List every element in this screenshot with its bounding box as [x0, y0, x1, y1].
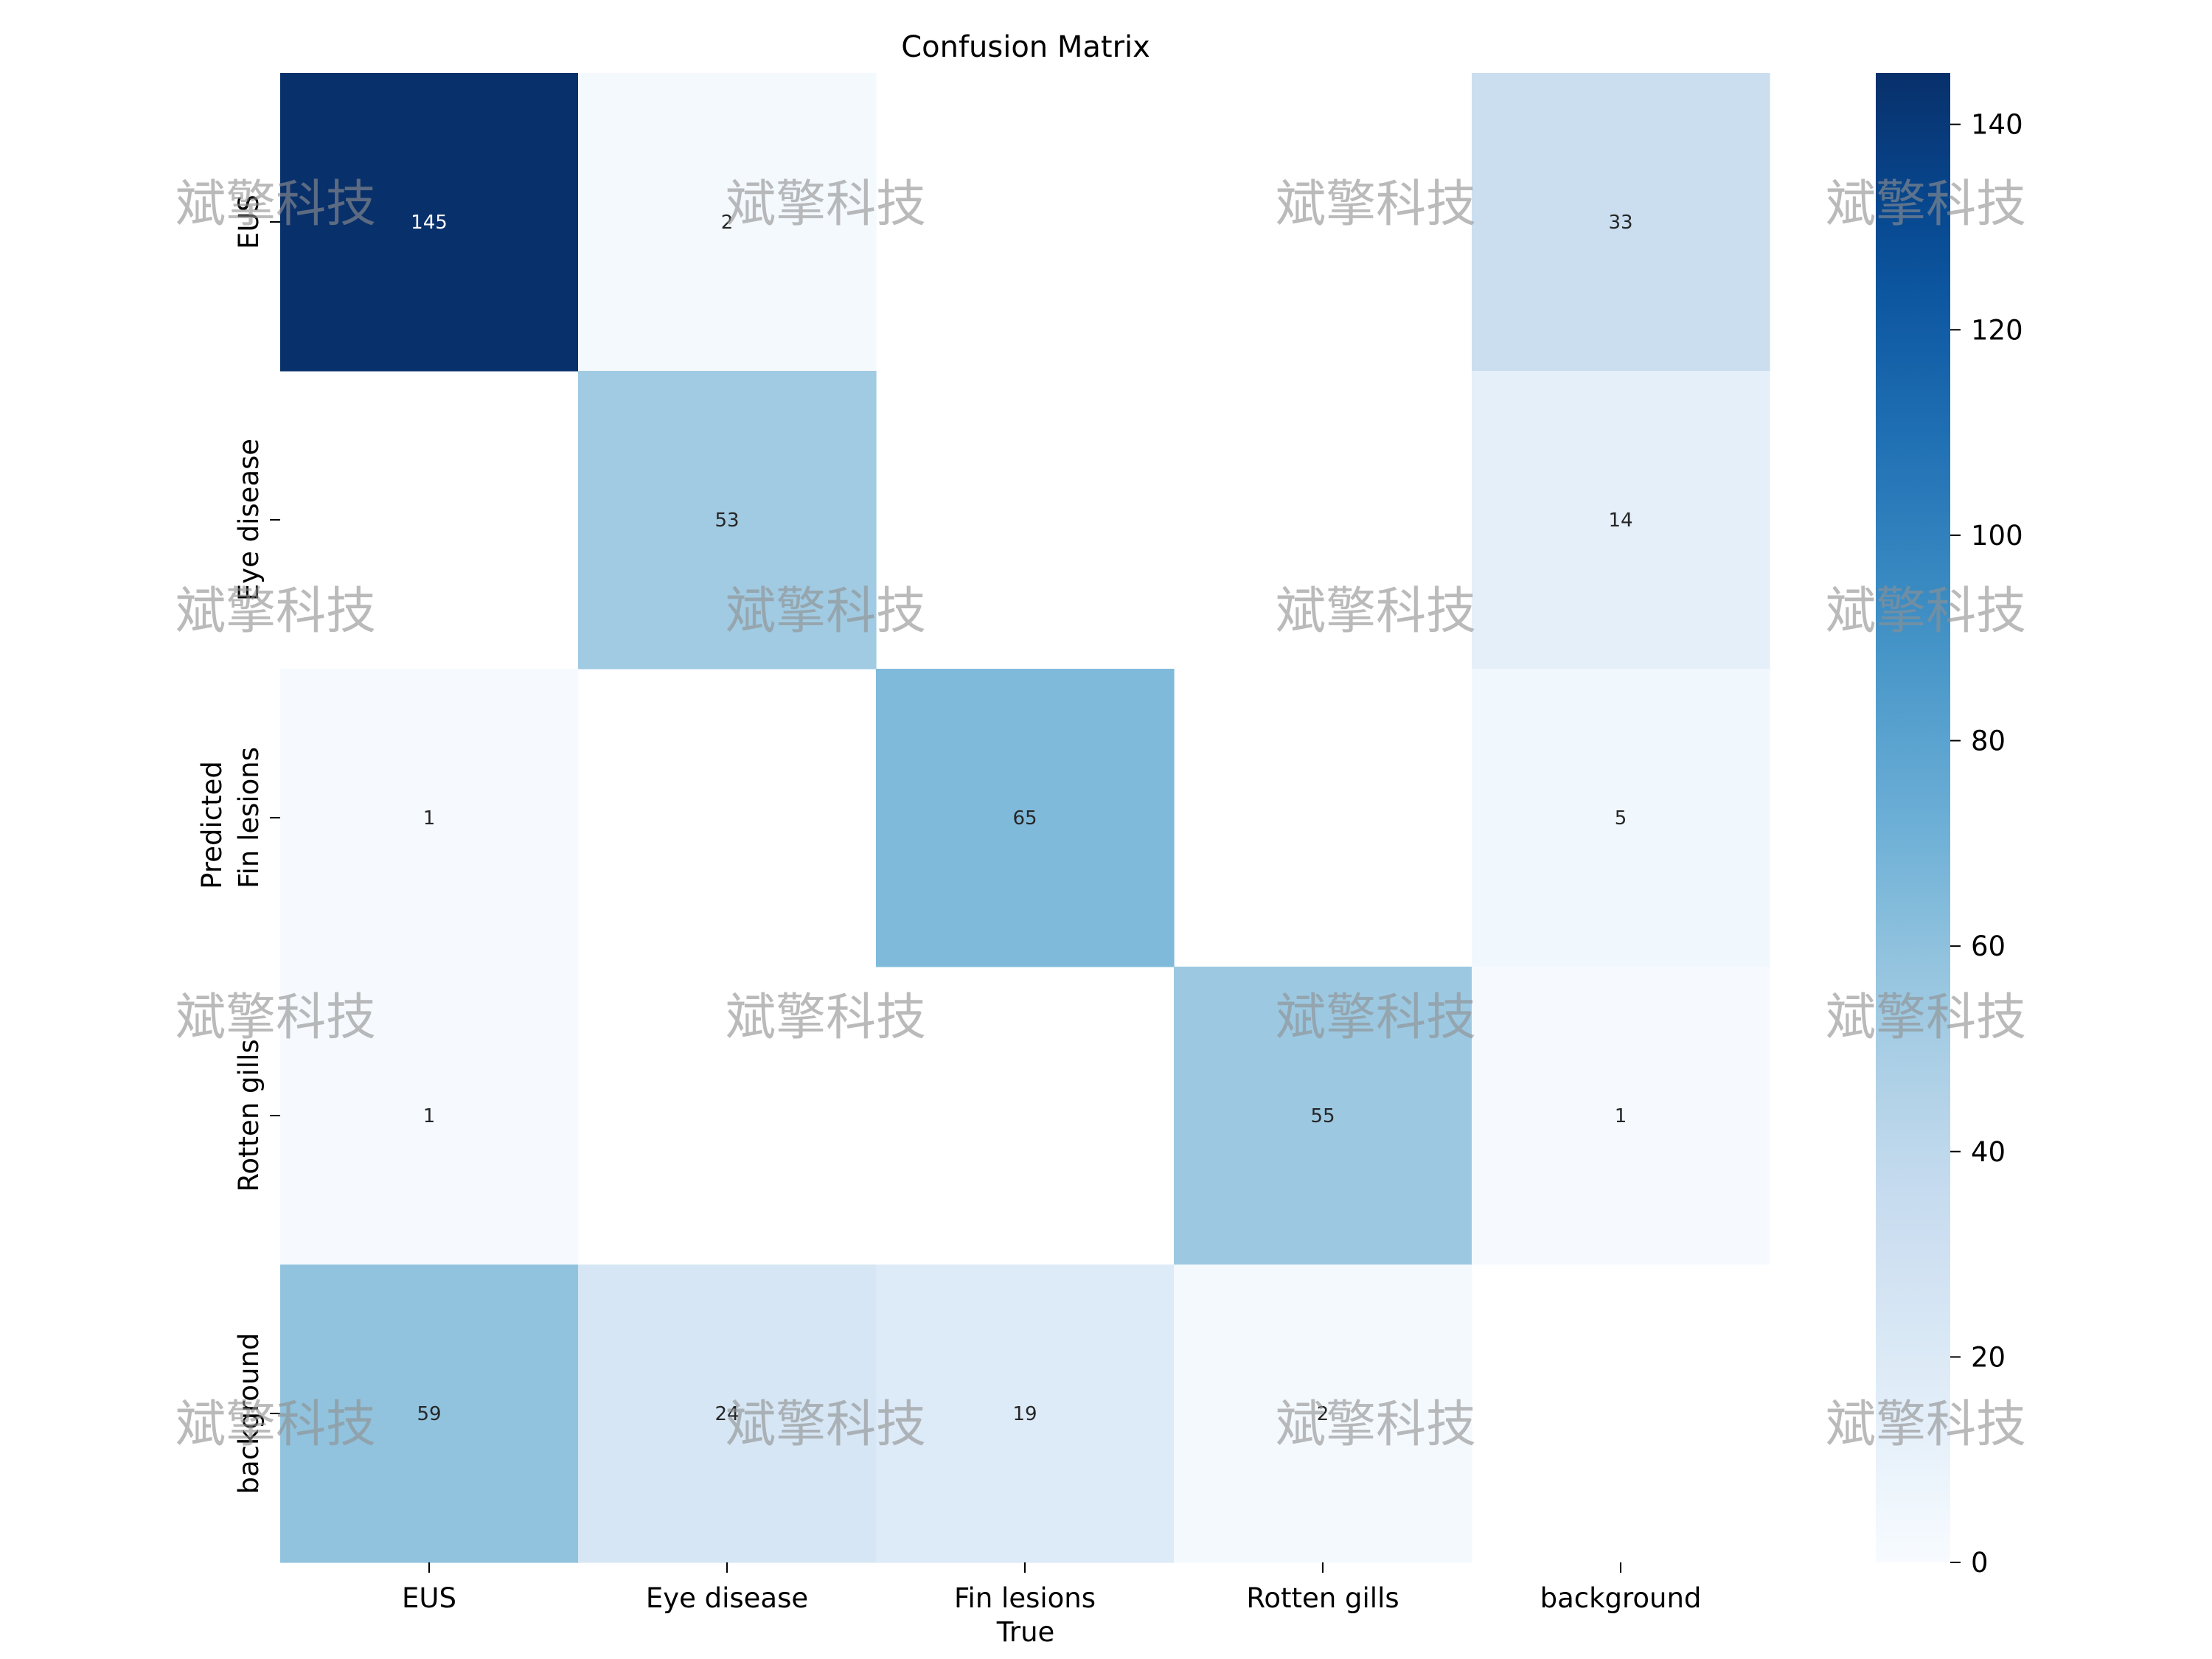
heatmap-cell-label: 53	[714, 509, 739, 532]
watermark-text: 斌擎科技	[1276, 175, 1476, 234]
heatmap-cell	[578, 1265, 877, 1563]
y-tick-label-rotten-gills: Rotten gills	[233, 1039, 265, 1192]
y-axis-label: Predicted	[196, 761, 228, 889]
colorbar-tick-label: 20	[1971, 1341, 2006, 1373]
y-tick-label-background: background	[233, 1333, 265, 1495]
watermark-text: 斌擎科技	[1826, 1396, 2026, 1454]
watermark-text: 斌擎科技	[1826, 175, 2026, 234]
heatmap-cell	[1472, 669, 1770, 967]
colorbar-gradient	[1876, 73, 1950, 1562]
heatmap-cell-label: 59	[417, 1403, 441, 1425]
heatmap-cell	[280, 1265, 579, 1563]
heatmap-cell	[280, 73, 579, 372]
watermark-text: 斌擎科技	[1826, 582, 2026, 641]
heatmap-cell-label: 24	[714, 1403, 739, 1425]
heatmap-cell	[1472, 73, 1770, 372]
heatmap-cell-label: 55	[1310, 1105, 1335, 1127]
watermark-text: 斌擎科技	[175, 175, 376, 234]
watermark-text: 斌擎科技	[726, 989, 926, 1047]
heatmap-cell	[876, 669, 1175, 967]
heatmap-cell	[280, 967, 579, 1265]
heatmap-cell	[578, 371, 877, 669]
colorbar: 0 20 40 60 80 100 120 140	[1876, 73, 2023, 1579]
watermark-text: 斌擎科技	[1276, 989, 1476, 1047]
y-tick-label-eus: EUS	[233, 195, 265, 249]
heatmap-cell-label: 1	[1615, 1105, 1627, 1127]
colorbar-tick-label: 120	[1971, 314, 2023, 346]
heatmap-cell-label: 65	[1012, 807, 1037, 830]
heatmap-cell-label: 1	[423, 807, 436, 830]
watermark-text: 斌擎科技	[175, 989, 376, 1047]
watermark-text: 斌擎科技	[726, 582, 926, 641]
colorbar-tick-label: 40	[1971, 1136, 2006, 1168]
heatmap-cell-label: 145	[411, 212, 448, 234]
y-tick-label-eye-disease: Eye disease	[233, 439, 265, 601]
watermark-text: 斌擎科技	[175, 582, 376, 641]
heatmap-cell	[1174, 967, 1472, 1265]
y-axis-ticks: EUS Eye disease Fin lesions Rotten gills bac…	[233, 195, 280, 1494]
heatmap-cells	[280, 73, 1770, 1563]
heatmap-cell	[1472, 967, 1770, 1265]
heatmap-cell-label: 2	[1317, 1403, 1329, 1425]
colorbar-tick-label: 80	[1971, 726, 2006, 757]
colorbar-tick-label: 0	[1971, 1547, 1989, 1579]
chart-title: Confusion Matrix	[901, 30, 1150, 64]
heatmap-cell-label: 14	[1608, 509, 1632, 532]
x-tick-label-fin-lesions: Fin lesions	[954, 1582, 1096, 1614]
x-tick-label-background: background	[1540, 1582, 1702, 1614]
x-tick-label-eus: EUS	[402, 1582, 456, 1614]
x-tick-label-rotten-gills: Rotten gills	[1246, 1582, 1399, 1614]
watermark-text: 斌擎科技	[726, 175, 926, 234]
heatmap-cell	[1174, 1265, 1472, 1563]
watermark-text: 斌擎科技	[1276, 582, 1476, 641]
y-tick-label-fin-lesions: Fin lesions	[233, 747, 265, 888]
watermark-text: 斌擎科技	[726, 1396, 926, 1454]
heatmap-cell-labels: 145 2 33 53 14 1 65 5 1 55 1 59 24 19 2	[411, 212, 1632, 1425]
heatmap-cell-label: 19	[1012, 1403, 1037, 1425]
heatmap-cell	[280, 669, 579, 967]
heatmap-cell	[578, 73, 877, 372]
colorbar-tick-label: 60	[1971, 931, 2006, 962]
x-axis-label: True	[996, 1616, 1055, 1648]
heatmap-cell-label: 1	[423, 1105, 436, 1127]
watermark-text: 斌擎科技	[1276, 1396, 1476, 1454]
heatmap-cell	[1472, 371, 1770, 669]
watermark-text: 斌擎科技	[1826, 989, 2026, 1047]
heatmap-cell-label: 2	[721, 212, 734, 234]
colorbar-tick-label: 140	[1971, 109, 2023, 141]
x-axis-ticks: EUS Eye disease Fin lesions Rotten gills bac…	[402, 1562, 1701, 1614]
watermark-text: 斌擎科技	[175, 1396, 376, 1454]
x-tick-label-eye-disease: Eye disease	[646, 1582, 808, 1614]
heatmap-cell-label: 5	[1615, 807, 1627, 830]
heatmap-cell	[876, 1265, 1175, 1563]
heatmap-cell-label: 33	[1608, 212, 1632, 234]
colorbar-tick-label: 100	[1971, 520, 2023, 552]
